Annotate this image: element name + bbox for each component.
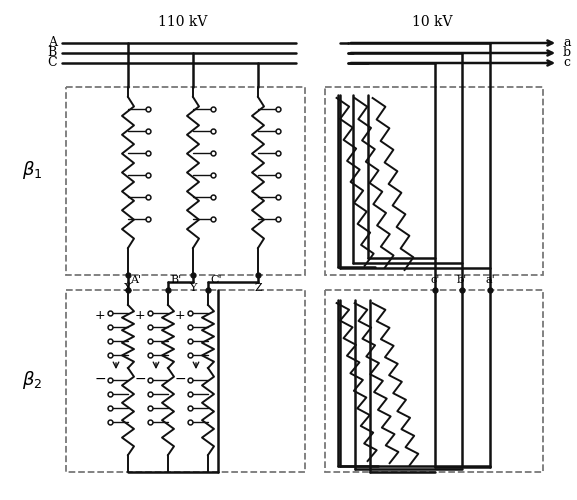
Text: c': c' bbox=[430, 275, 440, 285]
Bar bbox=[325, 290, 543, 472]
Text: −: − bbox=[174, 372, 186, 386]
Text: $\beta_1$: $\beta_1$ bbox=[22, 159, 42, 181]
Bar bbox=[325, 87, 543, 275]
Text: 10 kV: 10 kV bbox=[412, 15, 452, 29]
Text: X: X bbox=[124, 283, 132, 293]
Bar bbox=[66, 290, 305, 472]
Text: c: c bbox=[563, 56, 570, 70]
Text: Z: Z bbox=[254, 283, 262, 293]
Text: $\beta_2$: $\beta_2$ bbox=[22, 369, 42, 391]
Text: b': b' bbox=[457, 275, 467, 285]
Text: B': B' bbox=[170, 275, 181, 285]
Text: b: b bbox=[563, 46, 571, 60]
Text: a': a' bbox=[485, 275, 495, 285]
Text: +: + bbox=[95, 309, 106, 322]
Text: +: + bbox=[175, 309, 185, 322]
Text: a: a bbox=[563, 36, 571, 50]
Text: B: B bbox=[48, 46, 57, 60]
Bar bbox=[66, 87, 305, 275]
Text: A: A bbox=[48, 36, 57, 50]
Text: C': C' bbox=[210, 275, 222, 285]
Text: A': A' bbox=[130, 275, 141, 285]
Text: C: C bbox=[47, 56, 57, 70]
Text: −: − bbox=[134, 372, 146, 386]
Text: +: + bbox=[134, 309, 145, 322]
Text: −: − bbox=[94, 372, 106, 386]
Text: Y: Y bbox=[189, 283, 197, 293]
Text: 110 kV: 110 kV bbox=[158, 15, 208, 29]
